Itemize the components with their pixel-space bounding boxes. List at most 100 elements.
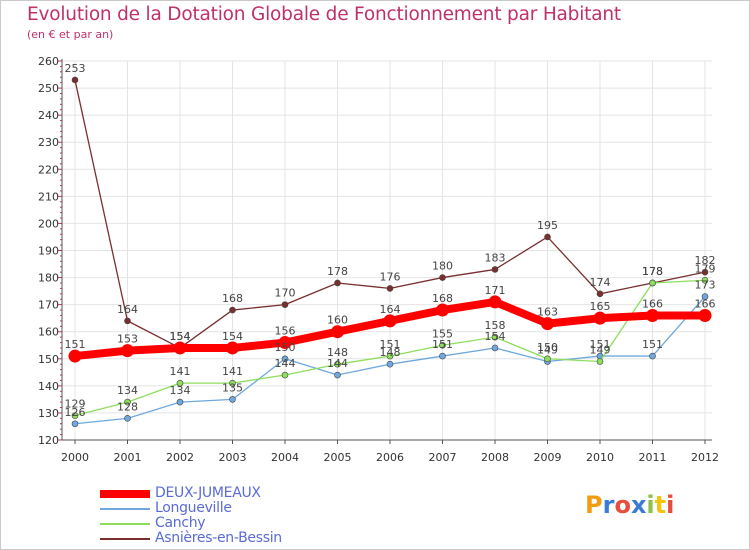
chart-subtitle: (en € et par an) (27, 28, 114, 41)
proxiti-logo: Proxiti (585, 491, 674, 519)
data-point (596, 290, 604, 298)
data-point (491, 266, 499, 273)
data-label: 144 (275, 357, 296, 370)
logo-letter: r (602, 491, 615, 519)
y-tick-label: 140 (38, 380, 59, 393)
data-label: 154 (170, 330, 191, 343)
x-tick-label: 2008 (481, 451, 509, 464)
data-label: 178 (327, 265, 348, 278)
series-deux-jumeaux (68, 295, 712, 363)
x-tick-label: 2005 (324, 451, 352, 464)
y-tick-label: 150 (38, 353, 59, 366)
chart-title: Evolution de la Dotation Globale de Fonc… (27, 4, 621, 25)
series-canchy (71, 276, 709, 419)
data-point (491, 333, 499, 341)
data-label: 134 (170, 384, 191, 397)
data-point (701, 276, 709, 284)
data-label: 183 (485, 251, 506, 264)
y-tick-label: 230 (38, 136, 59, 149)
data-label: 141 (222, 365, 243, 378)
data-label: 182 (695, 254, 716, 267)
x-tick-label: 2010 (586, 451, 614, 464)
x-tick-label: 2001 (114, 451, 142, 464)
data-label: 151 (590, 338, 611, 351)
data-point (121, 344, 134, 358)
data-point (229, 379, 236, 387)
data-label: 148 (327, 346, 348, 359)
data-point (281, 371, 289, 379)
data-point (229, 306, 236, 314)
data-label: 173 (695, 279, 716, 292)
data-label: 166 (642, 297, 663, 310)
legend-swatch (100, 538, 150, 540)
data-point (226, 341, 239, 355)
legend-swatch (100, 490, 150, 498)
data-label: 149 (537, 343, 558, 356)
legend-label: DEUX-JUMEAUX (155, 485, 261, 501)
data-label: 178 (642, 265, 663, 278)
legend-label: Longueville (155, 500, 232, 516)
data-label: 148 (380, 346, 401, 359)
logo-letter: i (646, 491, 655, 519)
y-tick-label: 170 (38, 299, 59, 312)
logo-letter: P (585, 491, 603, 519)
data-label: 179 (695, 262, 716, 275)
legend-label: Asnières-en-Bessin (155, 530, 282, 546)
y-tick-label: 160 (38, 326, 59, 339)
y-tick-label: 180 (38, 272, 59, 285)
logo-letter: x (630, 491, 647, 519)
data-label: 163 (537, 306, 558, 319)
data-label: 164 (117, 303, 138, 316)
data-point (701, 293, 709, 300)
logo-letter: t (654, 491, 667, 519)
data-label: 151 (642, 338, 663, 351)
x-tick-label: 2000 (61, 451, 89, 464)
data-label: 154 (485, 330, 506, 343)
data-point (176, 379, 184, 387)
data-label: 158 (485, 319, 506, 332)
data-label: 134 (117, 384, 138, 397)
data-label: 160 (327, 314, 348, 327)
data-label: 168 (432, 292, 453, 305)
data-point (334, 371, 341, 379)
logo-letter: i (666, 491, 675, 519)
data-point (698, 308, 712, 322)
data-point (649, 279, 656, 287)
data-point (596, 358, 604, 365)
data-label: 176 (380, 270, 401, 283)
data-point (383, 314, 397, 328)
y-tick-label: 120 (38, 434, 59, 447)
series-longueville (71, 293, 709, 428)
y-tick-label: 200 (38, 217, 59, 230)
y-tick-label: 220 (38, 163, 59, 176)
data-label: 253 (65, 62, 86, 75)
data-label: 150 (275, 341, 296, 354)
data-point (439, 352, 446, 360)
data-label: 165 (590, 300, 611, 313)
data-point (124, 415, 131, 422)
y-tick-label: 250 (38, 82, 59, 95)
data-point (488, 295, 502, 309)
data-point (649, 352, 656, 360)
data-point (124, 398, 131, 406)
data-point (281, 301, 289, 308)
data-point (491, 344, 499, 352)
data-label: 141 (170, 365, 191, 378)
data-label: 195 (537, 219, 558, 232)
x-tick-label: 2003 (219, 451, 247, 464)
data-point (701, 268, 709, 276)
legend-swatch (100, 523, 150, 525)
data-label: 164 (380, 303, 401, 316)
data-point (334, 279, 341, 287)
data-point (386, 352, 394, 360)
x-tick-label: 2002 (166, 451, 194, 464)
data-point (71, 76, 79, 84)
data-label: 178 (642, 265, 663, 278)
data-point (544, 233, 551, 241)
data-point (229, 396, 236, 403)
data-label: 171 (485, 284, 506, 297)
x-tick-label: 2011 (639, 451, 667, 464)
data-label: 166 (695, 297, 716, 310)
data-point (386, 360, 394, 368)
